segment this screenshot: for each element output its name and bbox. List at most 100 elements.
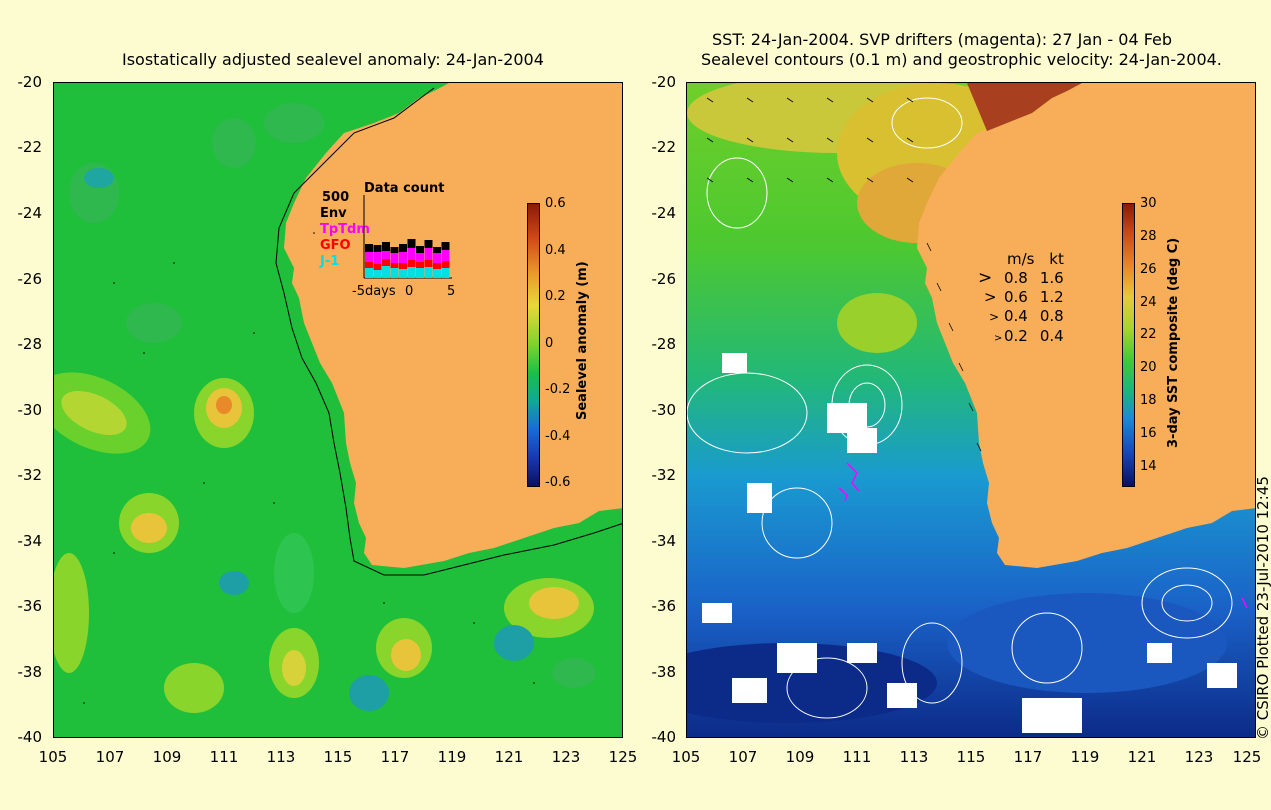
- right-panel-title-2: Sealevel contours (0.1 m) and geostrophi…: [701, 50, 1222, 69]
- data-count-bar-segment: [365, 252, 373, 262]
- velocity-legend-row: >0.2 0.4: [994, 327, 1064, 345]
- data-count-bar-segment: [390, 247, 399, 253]
- cb-tick: 16: [1140, 426, 1157, 441]
- cb-tick: 0: [545, 336, 554, 351]
- x-tick: 109: [785, 748, 815, 766]
- legend-ms: 0.2: [1004, 327, 1028, 345]
- x-tick: 117: [380, 748, 410, 766]
- data-count-bars: [363, 195, 452, 279]
- x-tick: 111: [842, 748, 872, 766]
- dc-x-label: 5: [447, 284, 456, 299]
- legend-gfo: GFO: [320, 238, 351, 253]
- y-tick: -32: [17, 466, 43, 484]
- sst-map[interactable]: [686, 82, 1256, 738]
- y-tick: -40: [17, 728, 43, 746]
- x-tick: 113: [899, 748, 929, 766]
- data-count-bar-segment: [373, 270, 382, 278]
- data-count-bar-segment: [399, 244, 407, 252]
- shelf-contour: [275, 87, 622, 576]
- data-count-bar-segment: [390, 263, 399, 268]
- data-count-bar-segment: [424, 267, 433, 278]
- data-count-bar-segment: [416, 246, 424, 253]
- y-tick: -34: [651, 532, 677, 550]
- data-count-bar-segment: [365, 268, 373, 278]
- data-count-bar-segment: [407, 248, 416, 260]
- y-tick: -28: [651, 335, 677, 353]
- legend-tptdm: TpTdm: [320, 222, 370, 237]
- data-count-bar-segment: [441, 250, 450, 261]
- x-tick: 119: [437, 748, 467, 766]
- data-count-bar-segment: [390, 268, 399, 278]
- legend-ms: 0.4: [1004, 307, 1028, 325]
- plot-credit: © CSIRO Plotted 23-Jul-2010 12:45: [1254, 476, 1271, 740]
- sst-colorbar-label: 3-day SST composite (deg C): [1166, 237, 1181, 448]
- cloud-patches: [702, 353, 1237, 733]
- sealevel-colorbar: [527, 203, 540, 487]
- data-count-bar-segment: [416, 268, 424, 278]
- legend-kt: 0.8: [1039, 307, 1064, 325]
- cb-tick: -0.2: [545, 382, 571, 397]
- x-tick: 119: [1070, 748, 1100, 766]
- cb-tick: 20: [1140, 360, 1157, 375]
- data-count-bar-segment: [433, 263, 441, 269]
- data-count-bar-segment: [441, 242, 450, 250]
- data-count-bar-segment: [407, 239, 416, 248]
- svp-drifter-tracks: [838, 462, 1248, 609]
- data-count-bar-segment: [390, 253, 399, 263]
- y-tick: -38: [651, 663, 677, 681]
- legend-kt: 1.2: [1039, 288, 1064, 306]
- y-tick: -30: [17, 401, 43, 419]
- cb-tick: 30: [1140, 196, 1157, 211]
- velocity-legend-row: >0.6 1.2: [984, 288, 1064, 306]
- data-count-title: Data count: [364, 181, 445, 196]
- dc-x-label: -5days: [352, 284, 396, 299]
- cb-tick: 0.4: [545, 243, 566, 258]
- x-tick: 115: [323, 748, 353, 766]
- geostrophic-velocity-arrows: [706, 97, 982, 452]
- y-tick: -30: [651, 401, 677, 419]
- y-tick: -24: [17, 204, 43, 222]
- data-count-bar-segment: [382, 259, 390, 266]
- y-tick: -38: [17, 663, 43, 681]
- y-tick: -36: [651, 597, 677, 615]
- legend-ms: 0.6: [1004, 288, 1028, 306]
- data-count-bar-segment: [382, 242, 390, 251]
- data-count-bar-segment: [433, 253, 441, 263]
- x-tick: 113: [266, 748, 296, 766]
- cb-tick: 0.2: [545, 289, 566, 304]
- data-count-bar-segment: [407, 267, 416, 278]
- cb-tick: -0.6: [545, 475, 571, 490]
- y-tick: -24: [651, 204, 677, 222]
- data-count-bar-segment: [433, 269, 441, 278]
- x-tick: 125: [608, 748, 638, 766]
- velocity-legend-row: >0.8 1.6: [978, 268, 1064, 288]
- data-count-bar-segment: [416, 253, 424, 262]
- x-tick: 105: [671, 748, 701, 766]
- velocity-legend-row: >0.4 0.8: [989, 307, 1064, 325]
- x-tick: 125: [1232, 748, 1262, 766]
- anomaly-features: [54, 103, 596, 713]
- sst-colorbar: [1122, 203, 1135, 487]
- y-tick: -28: [17, 335, 43, 353]
- data-count-bar-segment: [382, 266, 390, 278]
- x-tick: 121: [494, 748, 524, 766]
- x-tick: 123: [551, 748, 581, 766]
- data-count-bar-segment: [433, 247, 441, 253]
- australia-land: [917, 83, 1255, 568]
- dc-x-label: 0: [405, 284, 414, 299]
- data-count-bar-segment: [441, 261, 450, 268]
- x-tick: 105: [38, 748, 68, 766]
- data-count-bar-segment: [373, 245, 382, 252]
- x-tick: 123: [1184, 748, 1214, 766]
- observation-dots: [83, 232, 535, 704]
- cb-tick: 26: [1140, 262, 1157, 277]
- sealevel-colorbar-label: Sealevel anomaly (m): [575, 261, 590, 420]
- data-count-bar-segment: [399, 263, 407, 269]
- y-tick: -26: [17, 270, 43, 288]
- data-count-bar-segment: [365, 244, 373, 252]
- sst-map-svg: [687, 83, 1255, 737]
- data-count-bar-segment: [373, 252, 382, 264]
- data-count-bar-segment: [441, 268, 450, 278]
- legend-header-kt: kt: [1049, 250, 1064, 268]
- warm-land-strip: [967, 83, 1082, 131]
